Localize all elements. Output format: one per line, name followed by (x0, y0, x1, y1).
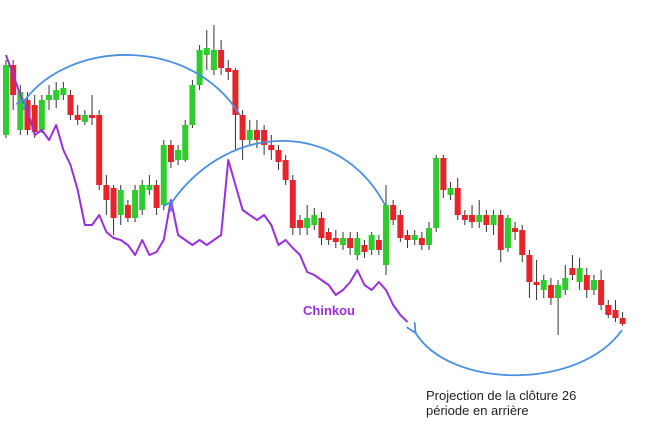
candle-body (67, 95, 74, 115)
candle-body (17, 92, 24, 130)
candle-body (253, 130, 260, 140)
candle-body (583, 275, 590, 290)
candle-body (53, 90, 60, 100)
candle-body (383, 205, 390, 265)
candle-body (562, 278, 569, 290)
candle-body (175, 150, 182, 160)
candle-body (598, 280, 605, 305)
candle-body (526, 255, 533, 282)
candle-body (361, 245, 368, 252)
candle-body (246, 130, 253, 140)
candle-body (38, 100, 45, 130)
candle-body (282, 160, 289, 180)
candle-body (576, 268, 583, 282)
candle-body (289, 180, 296, 228)
candle-body (296, 220, 303, 228)
candle-body (476, 215, 483, 222)
candle-body (547, 285, 554, 298)
projection-arrow (172, 139, 386, 205)
candle-body (411, 235, 418, 240)
candle-body (3, 65, 9, 135)
candle-body (354, 238, 361, 255)
candle-body (447, 188, 454, 195)
candle-body (74, 115, 81, 120)
candle-body (196, 50, 203, 85)
candle-body (103, 185, 110, 200)
candle-body (375, 240, 382, 250)
candle-body (203, 48, 210, 55)
candle-body (31, 105, 38, 132)
candle-body (619, 318, 626, 324)
candle-body (189, 85, 196, 125)
candle-body (124, 205, 131, 218)
chinkou-label: Chinkou (303, 303, 355, 318)
candle-body (404, 235, 411, 240)
candle-body (24, 100, 31, 130)
candle-body (139, 185, 146, 210)
candle-body (454, 188, 461, 215)
chinkou-line (5, 54, 409, 323)
candle-body (311, 215, 318, 225)
candle-body (397, 215, 404, 238)
candle-body (10, 65, 17, 95)
candle-body (261, 130, 268, 145)
candle-body (590, 280, 597, 290)
candle-body (132, 190, 139, 218)
candle-body (390, 205, 397, 220)
candle-body (96, 115, 103, 185)
candle-body (325, 232, 332, 240)
candle-body (433, 158, 440, 228)
candle-body (46, 95, 53, 100)
candle-body (167, 145, 174, 162)
candle-body (347, 238, 354, 248)
candle-body (89, 115, 96, 118)
candle-body (512, 228, 519, 232)
candle-body (268, 145, 275, 150)
candle-body (504, 218, 511, 248)
candle-body (318, 218, 325, 238)
candle-body (232, 70, 239, 115)
candle-body (218, 50, 225, 68)
candle-body (426, 228, 433, 245)
candle-body (461, 215, 468, 220)
candle-body (497, 215, 504, 250)
annotation: période en arrière (426, 403, 529, 418)
candle-body (210, 50, 217, 70)
candle-body (569, 268, 576, 275)
candle-body (519, 230, 526, 255)
candle-body (81, 115, 88, 122)
candle-body (612, 310, 619, 318)
candle-body (440, 158, 447, 190)
candle-body (275, 150, 282, 162)
projection-arrow (25, 54, 241, 116)
candle-body (304, 218, 311, 228)
annotation: Projection de la clôture 26 (426, 388, 577, 403)
candle-body (332, 238, 339, 242)
candle-body (225, 68, 232, 72)
candle-body (368, 235, 375, 250)
candle-body (555, 285, 562, 298)
projection-arrow (415, 330, 623, 377)
candle-body (117, 190, 124, 215)
candle-body (60, 88, 67, 95)
candle-body (540, 280, 547, 290)
candle-body (182, 125, 189, 160)
candle-body (469, 215, 476, 222)
candle-body (146, 185, 153, 190)
candle-body (533, 282, 540, 285)
candle-body (605, 305, 612, 315)
candle-body (110, 188, 117, 218)
candle-body (339, 238, 346, 245)
candle-body (160, 145, 167, 205)
candle-body (418, 238, 425, 245)
candle-body (490, 215, 497, 225)
candle-body (239, 115, 246, 140)
candle-body (153, 185, 160, 208)
candle-body (483, 215, 490, 225)
